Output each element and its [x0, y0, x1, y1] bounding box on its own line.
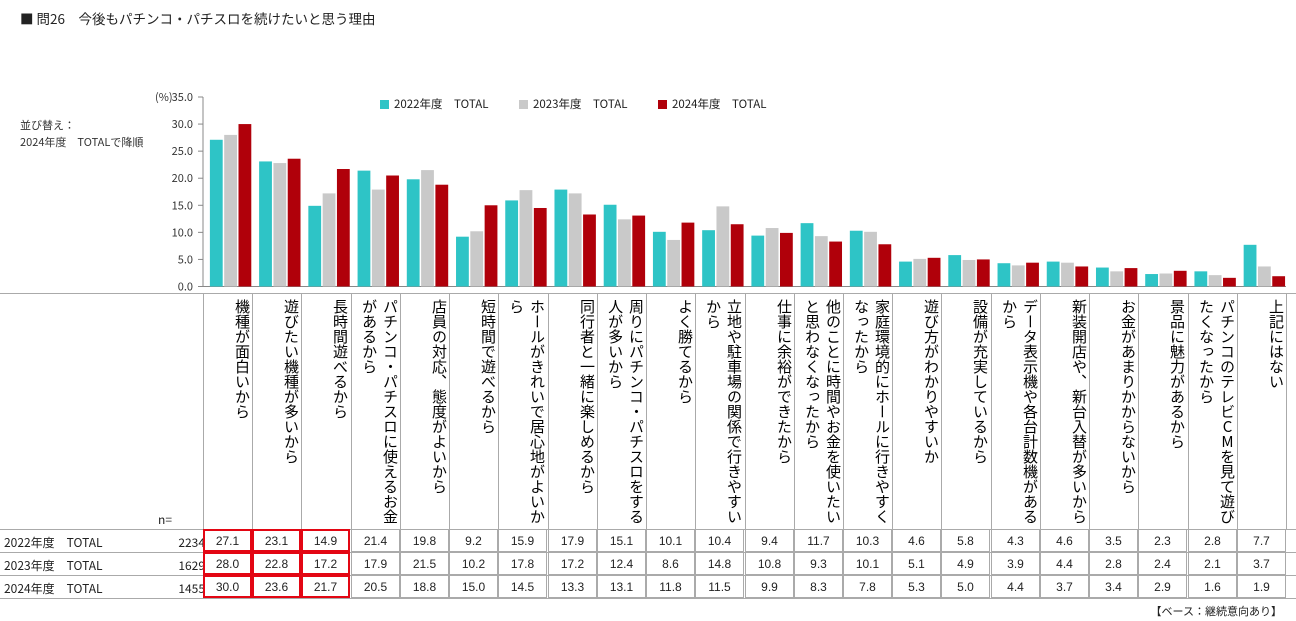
svg-text:10.0: 10.0 [172, 224, 193, 240]
svg-text:5.0: 5.0 [178, 251, 193, 267]
svg-text:30.0: 30.0 [172, 116, 193, 132]
svg-text:20.0: 20.0 [172, 170, 193, 186]
svg-text:15.0: 15.0 [172, 197, 193, 213]
svg-text:25.0: 25.0 [172, 143, 193, 159]
svg-text:35.0: 35.0 [172, 89, 193, 105]
svg-text:(%): (%) [155, 89, 173, 105]
